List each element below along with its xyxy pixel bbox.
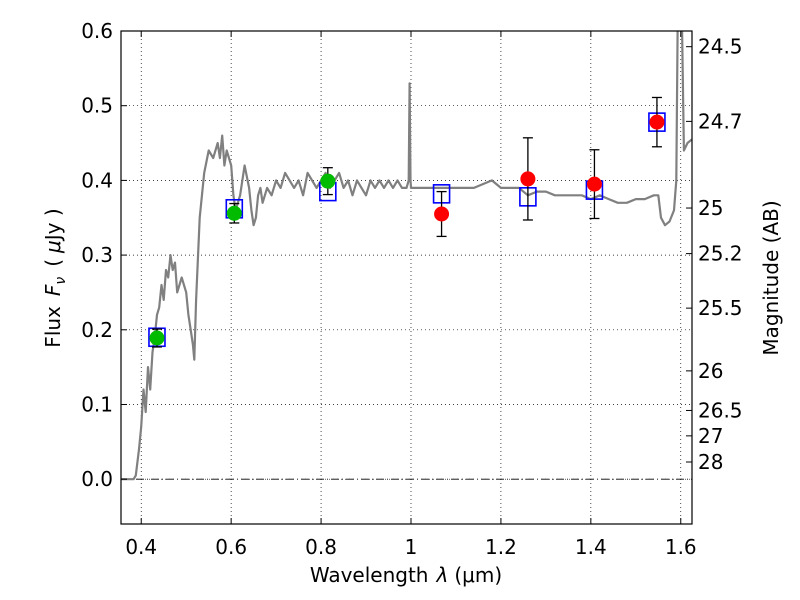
y-tick-label: 0.3 bbox=[81, 243, 113, 267]
ticks: 0.4 0.6 0.8 1 1.2 1.4 1.6 0.0 0.1 0.2 0.3 0.4 0.5 0.6… bbox=[81, 19, 742, 559]
y-tick-label: 0.2 bbox=[81, 318, 113, 342]
x-tick-label: 0.6 bbox=[215, 535, 247, 559]
sed-model-line bbox=[121, 31, 679, 481]
x-axis-label-symbol: λ bbox=[436, 563, 449, 587]
right-tick-label: 24.5 bbox=[698, 35, 743, 59]
x-axis-label-text: Wavelength bbox=[310, 563, 429, 587]
y-axis-label-left: Flux Fν ( μJy ) bbox=[41, 208, 69, 347]
y-axis-label-subscript: ν bbox=[53, 277, 69, 285]
right-tick-label: 28 bbox=[698, 450, 723, 474]
right-tick-label: 27 bbox=[698, 424, 723, 448]
nir-data-point bbox=[586, 176, 602, 192]
x-axis-label: Wavelength λ (μm) bbox=[310, 563, 502, 587]
x-tick-label: 0.8 bbox=[305, 535, 337, 559]
x-tick-label: 1.6 bbox=[665, 535, 697, 559]
x-tick-label: 1.4 bbox=[575, 535, 607, 559]
y-axis-label-symbol: F bbox=[41, 284, 65, 296]
x-tick-label: 0.4 bbox=[125, 535, 157, 559]
y-axis-label-unit-mu: μ bbox=[41, 240, 65, 254]
y-axis-label-right: Magnitude (AB) bbox=[759, 200, 783, 355]
right-tick-label: 26.5 bbox=[698, 398, 743, 422]
y-tick-label: 0.4 bbox=[81, 168, 113, 192]
y-axis-label-unit-rest: Jy ) bbox=[41, 208, 65, 242]
plot-frame bbox=[120, 30, 693, 525]
plot-area bbox=[121, 31, 692, 481]
x-tick-label: 1.2 bbox=[485, 535, 517, 559]
optical-data-point bbox=[149, 330, 165, 346]
grid bbox=[121, 30, 692, 524]
y-tick-label: 0.1 bbox=[81, 392, 113, 416]
nir-data-point bbox=[520, 171, 536, 187]
right-tick-label: 25 bbox=[698, 196, 723, 220]
right-tick-label: 25.2 bbox=[698, 242, 743, 266]
y-tick-label: 0.0 bbox=[81, 467, 113, 491]
sed-model-line bbox=[681, 31, 692, 152]
right-tick-label: 25.5 bbox=[698, 296, 743, 320]
x-tick-label: 1 bbox=[405, 535, 418, 559]
y-tick-label: 0.5 bbox=[81, 94, 113, 118]
right-tick-label: 26 bbox=[698, 359, 723, 383]
y-tick-label: 0.6 bbox=[81, 19, 113, 43]
nir-data-point bbox=[434, 206, 450, 222]
y-axis-label-text: Flux bbox=[41, 306, 65, 348]
nir-data-point bbox=[649, 114, 665, 130]
y-axis-label-unit-open: ( bbox=[41, 259, 65, 267]
optical-data-point bbox=[226, 205, 242, 221]
right-tick-label: 24.7 bbox=[698, 109, 743, 133]
x-axis-label-unit: (μm) bbox=[454, 563, 502, 587]
optical-data-point bbox=[320, 173, 336, 189]
